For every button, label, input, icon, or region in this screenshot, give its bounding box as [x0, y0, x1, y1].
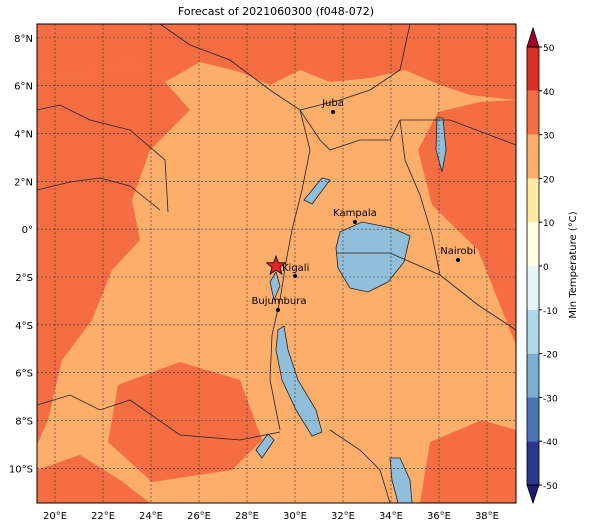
lake-malawi — [389, 457, 413, 503]
lon-tick-label: 26°E — [187, 511, 211, 522]
warm-region — [420, 420, 516, 503]
lat-tick-label: 0° — [22, 225, 33, 236]
colorbar-tick-label: 0 — [543, 263, 549, 273]
lon-tick-label: 36°E — [427, 511, 451, 522]
lon-tick-label: 28°E — [235, 511, 259, 522]
colorbar-tick-label: 10 — [543, 219, 555, 229]
city-label: Bujumbura — [252, 296, 307, 307]
lon-tick-label: 24°E — [139, 511, 163, 522]
lat-tick-label: 8°N — [14, 34, 33, 45]
lon-tick-label: 34°E — [379, 511, 403, 522]
colorbar-tick-label: 40 — [543, 88, 555, 98]
city-label: Juba — [321, 98, 344, 109]
border — [329, 429, 391, 503]
colorbar-tick-label: -50 — [543, 482, 558, 492]
colorbar-bin — [527, 309, 539, 354]
lake-mweru — [255, 433, 275, 459]
city-marker — [293, 274, 297, 278]
lake-albert — [303, 177, 331, 205]
map — [37, 24, 516, 503]
city-label: Kampala — [333, 208, 377, 219]
lon-tick-label: 38°E — [475, 511, 499, 522]
colorbar-tick-label: 20 — [543, 175, 555, 185]
colorbar-bin — [527, 441, 539, 485]
colorbar-tick-label: 50 — [543, 44, 555, 54]
colorbar-tick-label: -20 — [543, 351, 558, 361]
colorbar: -50 -40 -30 -20 -10 0 10 20 30 40 50 — [526, 26, 558, 505]
border — [299, 24, 411, 111]
colorbar-tick-label: -40 — [543, 438, 558, 448]
colorbar-over — [526, 26, 540, 48]
city-marker — [353, 220, 357, 224]
city-label: Nairobi — [440, 246, 476, 257]
lat-tick-label: 6°S — [15, 369, 33, 380]
border — [37, 394, 281, 441]
colorbar-bin — [527, 397, 539, 442]
lake-kivu — [269, 271, 281, 302]
lat-tick-label: 6°N — [14, 82, 33, 93]
warm-region — [37, 24, 516, 100]
lat-tick-label: 8°S — [15, 416, 33, 427]
city-label: Kigali — [282, 263, 309, 274]
lat-tick-label: 2°N — [14, 177, 33, 188]
lake-turkana — [435, 117, 447, 173]
city-marker — [276, 308, 280, 312]
warm-region — [108, 362, 262, 482]
colorbar-bin — [527, 47, 539, 91]
title: Forecast of 2021060300 (f048-072) — [178, 5, 374, 18]
lon-tick-label: 20°E — [43, 511, 67, 522]
city-marker — [331, 110, 335, 114]
colorbar-tick-label: -30 — [543, 394, 558, 404]
lon-tick-label: 30°E — [283, 511, 307, 522]
border — [399, 119, 441, 276]
colorbar-bin — [527, 134, 539, 179]
colorbar-bin — [527, 353, 539, 398]
lat-tick-label: 10°S — [9, 464, 33, 475]
border — [37, 177, 161, 211]
map-frame — [36, 23, 517, 504]
location-star — [265, 254, 287, 276]
warm-region — [37, 455, 150, 503]
city-marker — [456, 258, 460, 262]
colorbar-bin — [527, 222, 539, 266]
lake-tanganyika — [275, 325, 323, 437]
colorbar-label: Min Temperature (°C) — [568, 211, 579, 318]
lake-victoria — [335, 221, 411, 293]
colorbar-tick-label: -10 — [543, 307, 558, 317]
border — [159, 24, 516, 151]
lon-tick-label: 22°E — [91, 511, 115, 522]
colorbar-under — [526, 484, 540, 505]
lat-tick-label: 4°N — [14, 130, 33, 141]
border — [37, 104, 169, 213]
lat-tick-label: 4°S — [15, 321, 33, 332]
colorbar-tick-label: 30 — [543, 132, 555, 142]
colorbar-bin — [527, 90, 539, 135]
graticule: 20°E 22°E 24°E 26°E 28°E 30°E 32°E 34°E 36°E 38°E… — [9, 24, 516, 522]
border — [269, 109, 311, 431]
colorbar-bin — [527, 178, 539, 223]
colorbar-bin — [527, 266, 539, 310]
warm-region — [37, 62, 190, 445]
lat-tick-label: 2°S — [15, 273, 33, 284]
cities: Juba Kampala Nairobi Kigali Bujumbura — [252, 98, 476, 312]
lon-tick-label: 32°E — [331, 511, 355, 522]
